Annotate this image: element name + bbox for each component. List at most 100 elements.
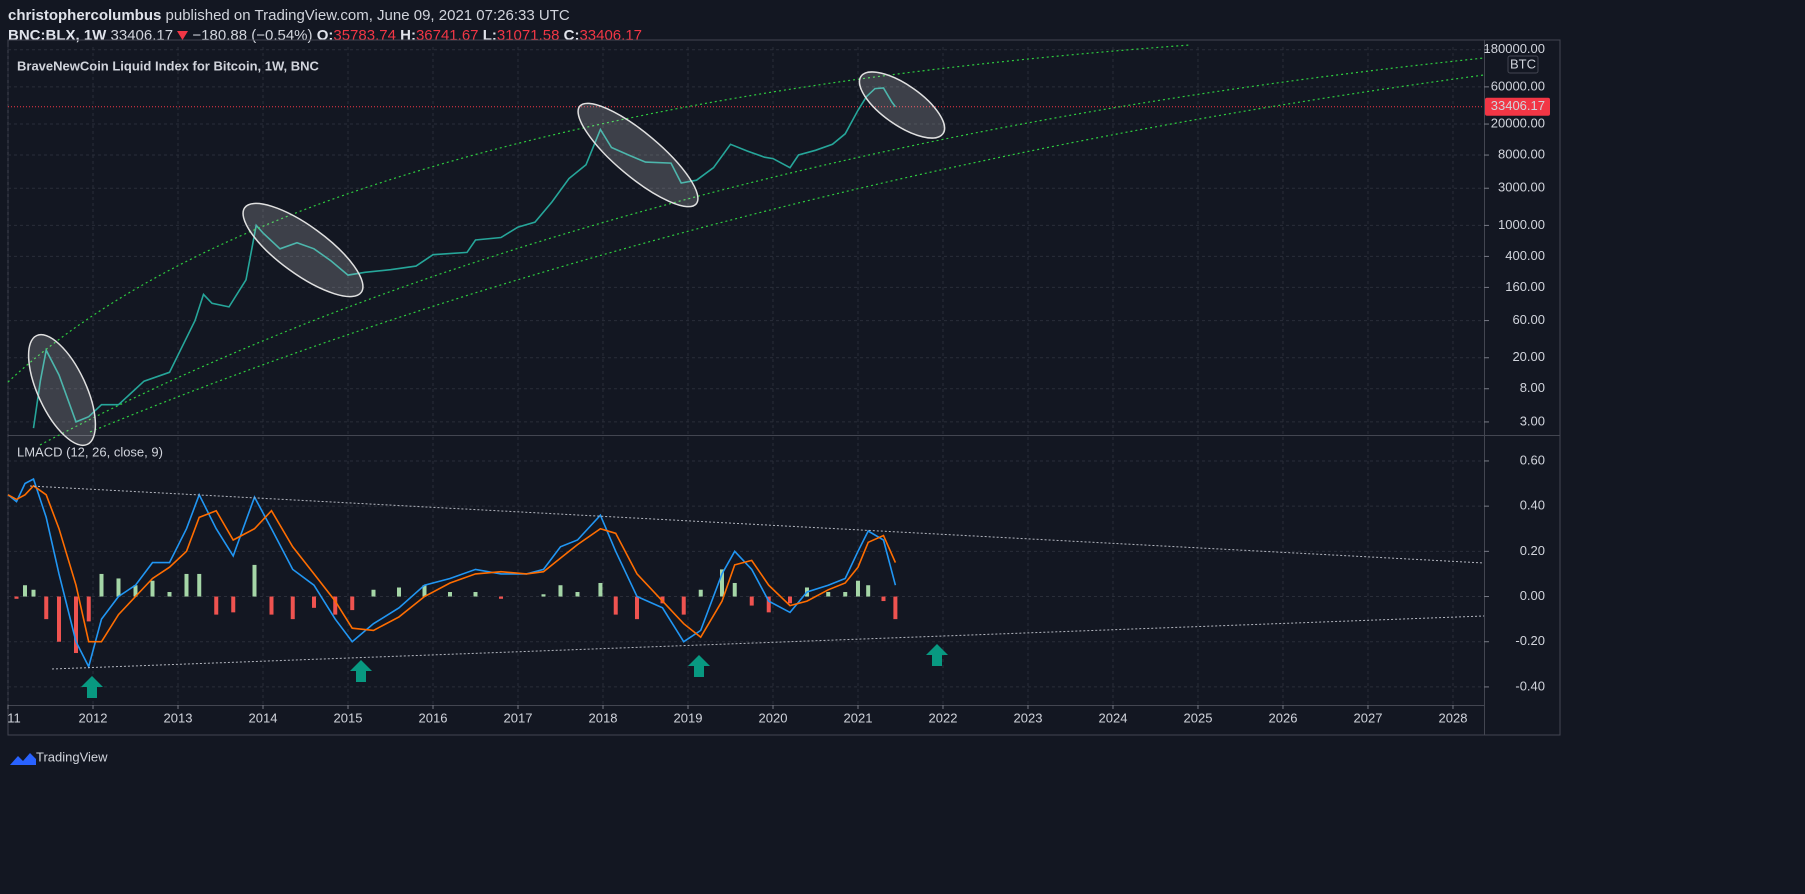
y-tick-label: 0.60: [1520, 452, 1545, 467]
histogram-bar: [866, 585, 871, 597]
histogram-bar: [350, 596, 355, 611]
histogram-bar: [231, 596, 236, 613]
header-line-2: BNC:BLX, 1W 33406.17 −180.88 (−0.54%) O:…: [8, 26, 642, 46]
down-icon: [177, 31, 189, 40]
x-tick-label: 2020: [759, 710, 788, 725]
x-tick-label: 2015: [334, 710, 363, 725]
histogram-bar: [749, 596, 754, 606]
ellipses: [27, 71, 946, 447]
trend-lines: [29, 485, 1485, 670]
published: published on TradingView.com, June 09, 2…: [165, 7, 570, 24]
arrows: [81, 644, 948, 698]
histogram-bar: [73, 596, 78, 654]
histogram-bar: [598, 582, 603, 597]
histogram-bar: [575, 592, 580, 597]
header: christophercolumbus published on Trading…: [8, 6, 642, 46]
histogram-bar: [56, 596, 61, 642]
arrow: [688, 655, 710, 677]
y-tick-label: 0.20: [1520, 543, 1545, 558]
last: 33406.17: [110, 27, 174, 44]
histogram-bar: [843, 592, 848, 597]
trend-line: [51, 615, 1485, 670]
ellipse: [242, 202, 364, 298]
x-tick-label: 2012: [79, 710, 108, 725]
y-tick-label: 60.00: [1512, 312, 1545, 327]
histogram-bar: [787, 596, 792, 604]
histogram-bar: [22, 585, 27, 597]
histogram-bar: [150, 580, 155, 597]
h-label: H:: [400, 27, 416, 44]
l: 31071.58: [496, 27, 560, 44]
y-tick-label: 20000.00: [1491, 115, 1545, 130]
histogram-bar: [498, 596, 503, 599]
series-line: [32, 87, 897, 429]
chart-title: BraveNewCoin Liquid Index for Bitcoin, 1…: [17, 58, 320, 73]
y-tick-label: 180000.00: [1484, 41, 1545, 56]
y-tick-label: 160.00: [1505, 279, 1545, 294]
y-tick-label: 3000.00: [1498, 180, 1545, 195]
histogram-bar: [473, 592, 478, 597]
histogram-bar: [447, 592, 452, 597]
c-label: C:: [563, 27, 580, 44]
x-tick-label: 2016: [419, 710, 448, 725]
y-tick-label: 0.00: [1520, 588, 1545, 603]
histogram-bar: [197, 573, 202, 597]
y-tick-label: 8.00: [1520, 380, 1545, 395]
x-tick-label: 2022: [929, 710, 958, 725]
histogram-bar: [31, 589, 36, 597]
histogram-bar: [681, 596, 686, 615]
histogram-bar: [660, 596, 665, 604]
ellipse: [27, 333, 97, 447]
histogram-bar: [184, 573, 189, 597]
author: christophercolumbus: [8, 7, 162, 24]
y-tick-label: 0.40: [1520, 498, 1545, 513]
x-tick-label: 2021: [844, 710, 873, 725]
x-tick-label: 11: [7, 710, 21, 725]
histogram-bar: [766, 596, 771, 613]
y-tick-label: 8000.00: [1498, 146, 1545, 161]
histogram-bar: [881, 596, 886, 602]
histogram-bar: [893, 596, 898, 620]
histogram-bar: [86, 596, 91, 622]
frame: [7, 39, 1561, 736]
o-label: O:: [316, 27, 334, 44]
y-tick-label: -0.20: [1515, 633, 1545, 648]
x-tick-label: 2023: [1014, 710, 1043, 725]
logo-icon: [10, 753, 36, 765]
channel-line: [39, 57, 1485, 446]
histogram-bar: [290, 596, 295, 620]
histogram-bar: [252, 564, 257, 597]
histogram-bar: [214, 596, 219, 615]
histogram-bar: [371, 589, 376, 597]
histogram-bar: [719, 569, 724, 597]
h: 36741.67: [415, 27, 479, 44]
ellipse: [858, 71, 946, 139]
channel-line: [89, 74, 1485, 433]
channel-line: [7, 44, 1191, 383]
histogram-bar: [613, 596, 618, 615]
y-tick-label: 60000.00: [1491, 78, 1545, 93]
last-price-label: 33406.17: [1491, 98, 1545, 113]
c: 33406.17: [579, 27, 643, 44]
series-line: [7, 477, 897, 669]
axis-label: BTC: [1510, 56, 1536, 71]
x-tick-label: 2013: [164, 710, 193, 725]
y-tick-label: -0.40: [1515, 678, 1545, 693]
brand: TradingView: [36, 749, 108, 764]
histogram-bar: [634, 596, 639, 620]
arrow: [926, 644, 948, 666]
header-line-1: christophercolumbus published on Trading…: [8, 6, 642, 26]
histogram-bar: [396, 587, 401, 597]
indicator-title: LMACD (12, 26, close, 9): [17, 444, 163, 459]
histogram-bar: [333, 596, 338, 615]
histogram-bar: [558, 585, 563, 597]
x-tick-label: 2025: [1184, 710, 1213, 725]
histogram-bar: [99, 573, 104, 597]
histogram-bar: [804, 587, 809, 597]
histogram-bar: [269, 596, 274, 615]
x-tick-label: 2026: [1269, 710, 1298, 725]
histogram-bar: [133, 585, 138, 597]
y-tick-label: 1000.00: [1498, 217, 1545, 232]
histogram-bar: [167, 592, 172, 597]
